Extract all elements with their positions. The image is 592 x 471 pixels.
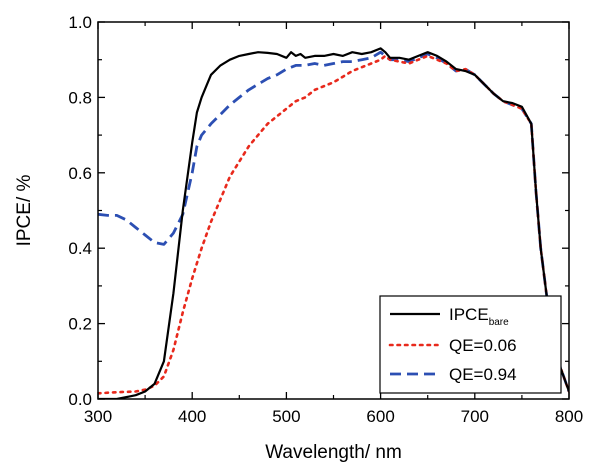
legend-box xyxy=(379,295,562,394)
x-axis: 300 400 500 600 700 800 xyxy=(84,22,583,426)
legend-label: QE=0.94 xyxy=(449,365,517,384)
legend-label: QE=0.06 xyxy=(449,336,517,355)
x-tick-label: 500 xyxy=(272,407,300,426)
y-tick-label: 0.0 xyxy=(68,390,92,409)
y-tick-label: 0.4 xyxy=(68,239,92,258)
legend-label: IPCEbare xyxy=(449,305,509,328)
x-axis-title: Wavelength/ nm xyxy=(265,442,402,463)
series-layer xyxy=(98,47,569,399)
x-tick-label: 300 xyxy=(84,407,112,426)
x-tick-label: 400 xyxy=(178,407,206,426)
y-tick-label: 0.6 xyxy=(68,164,92,183)
legend: IPCEbare QE=0.06 QE=0.94 xyxy=(379,295,562,394)
y-tick-label: 0.2 xyxy=(68,315,92,334)
series-line-ipce-bare xyxy=(98,47,569,399)
y-tick-label: 1.0 xyxy=(68,13,92,32)
y-tick-label: 0.8 xyxy=(68,88,92,107)
x-tick-label: 800 xyxy=(555,407,583,426)
x-tick-label: 700 xyxy=(461,407,489,426)
y-axis-title: IPCE/ % xyxy=(14,175,35,247)
y-axis: 0.0 0.2 0.4 0.6 0.8 1.0 xyxy=(68,13,569,409)
x-tick-label: 600 xyxy=(366,407,394,426)
